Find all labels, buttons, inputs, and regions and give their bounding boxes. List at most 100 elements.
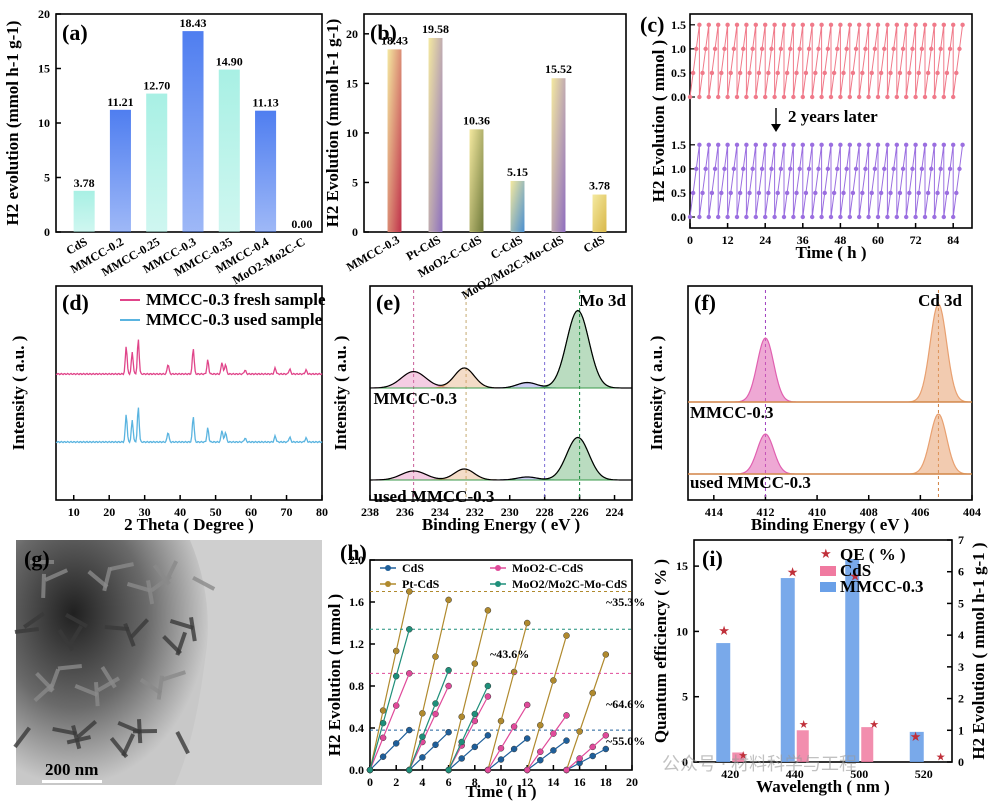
axis-frame xyxy=(693,539,953,763)
x-tick-label: 60 xyxy=(872,233,884,247)
x-tick-label: 18 xyxy=(600,775,612,789)
x-tick-label: 10 xyxy=(495,775,507,789)
y-tick-label: 0.5 xyxy=(671,186,686,200)
y-tick-label: 1.5 xyxy=(671,138,686,152)
x-tick-label: 228 xyxy=(536,505,554,519)
fit-component xyxy=(687,303,971,403)
panel-a: 051015203.78CdS11.21MMCC-0.212.70MMCC-0.… xyxy=(3,7,323,287)
nanorod xyxy=(52,727,77,736)
x-tick-label: 440 xyxy=(786,767,804,781)
y-tick-label: 0.5 xyxy=(671,66,686,80)
nanorod xyxy=(104,625,129,632)
x-tick-label: 226 xyxy=(571,505,589,519)
fit-component xyxy=(687,413,971,475)
nanorod xyxy=(169,619,194,630)
nanorod xyxy=(146,580,155,605)
xrd-pattern xyxy=(55,407,323,444)
axis-frame xyxy=(687,285,973,501)
series-line xyxy=(369,629,410,771)
y-tick-label: 5 xyxy=(352,175,358,189)
series-line xyxy=(526,740,567,771)
x-tick-label: 0 xyxy=(367,775,373,789)
x-tick-label: 14 xyxy=(547,775,559,789)
x-axis-label: Time ( h ) xyxy=(796,243,867,262)
x-tick-label: 12 xyxy=(722,233,734,247)
x-tick-label: 412 xyxy=(756,505,774,519)
x-tick-label: 30 xyxy=(139,505,151,519)
bar xyxy=(109,109,131,232)
series-line xyxy=(448,610,489,771)
y-tick-label: 0.0 xyxy=(671,210,686,224)
nanorod xyxy=(65,613,88,629)
x-tick-label: 232 xyxy=(466,505,484,519)
y-tick-label: 2.0 xyxy=(349,553,364,567)
x-tick-label: 16 xyxy=(574,775,586,789)
y-tick-label: 5 xyxy=(44,171,50,185)
series-line xyxy=(448,696,489,771)
bar-value-label: 0.00 xyxy=(291,217,312,231)
envelope-curve xyxy=(369,309,633,389)
retention-annotation: ~43.6% xyxy=(490,647,529,661)
x-tick-label: 6 xyxy=(446,775,452,789)
bar-mmcc xyxy=(716,643,731,762)
nanorod xyxy=(109,737,129,759)
legend-marker xyxy=(495,581,501,587)
x-tick-label: 72 xyxy=(910,233,922,247)
y-tick-label-right: 3 xyxy=(958,660,964,674)
nanorod xyxy=(30,560,54,564)
bar-value-label: 18.43 xyxy=(180,16,207,30)
nanorod xyxy=(87,570,109,589)
x-tick-label: 4 xyxy=(419,775,425,789)
x-tick-label: 410 xyxy=(808,505,826,519)
retention-annotation: ~55.0% xyxy=(606,734,645,748)
arrow-head xyxy=(771,124,781,132)
panel-d: 10 20 30 40 50 60 70 80 MMCC-0.3 fresh sampleMMC… xyxy=(9,285,328,534)
sample-label: used MMCC-0.3 xyxy=(373,487,494,506)
x-tick-label: 50 xyxy=(210,505,222,519)
x-tick-label: 12 xyxy=(521,775,533,789)
bar-value-label: 5.15 xyxy=(507,165,528,179)
x-tick-label: 406 xyxy=(911,505,929,519)
y-tick-label: 20 xyxy=(346,27,358,41)
bar-value-label: 11.21 xyxy=(107,95,133,109)
legend-swatch xyxy=(820,566,836,576)
sample-label: used MMCC-0.3 xyxy=(690,473,811,492)
bar-cds xyxy=(861,727,874,762)
panel-title: Cd 3d xyxy=(918,291,962,310)
bar xyxy=(592,194,607,232)
y-tick-label: 1.2 xyxy=(349,637,364,651)
y-tick-label: 10 xyxy=(38,116,50,130)
nanorod xyxy=(57,629,75,652)
xrd-pattern xyxy=(55,339,323,376)
y-axis-label: H2 Evolution ( mmol ) xyxy=(649,40,668,202)
panel-letter: (c) xyxy=(640,12,664,37)
y-tick-label: 0 xyxy=(44,225,50,239)
x-axis-label: Wavelength ( nm ) xyxy=(756,777,890,796)
bar xyxy=(73,190,95,232)
legend-swatch xyxy=(820,582,836,592)
y-tick-label: 20 xyxy=(38,7,50,21)
nanorod xyxy=(14,627,40,634)
y-axis-label: H2 Evolution ( mmol ) xyxy=(325,594,344,756)
sample-label: MMCC-0.3 xyxy=(690,403,774,422)
y-tick-label-right: 0 xyxy=(958,755,964,769)
bar-value-label: 11.13 xyxy=(252,96,278,110)
qe-marker: ★ xyxy=(787,564,799,579)
qe-marker: ★ xyxy=(910,729,922,744)
nanorod xyxy=(121,733,135,757)
y-axis-label: Intensity ( a.u. ) xyxy=(647,336,666,451)
annotation-label: 2 years later xyxy=(788,107,878,126)
y-tick-label: 1.0 xyxy=(671,42,686,56)
x-tick-label: 236 xyxy=(396,505,414,519)
legend-label: QE ( % ) xyxy=(840,545,906,564)
series-line xyxy=(369,673,410,771)
bar-value-label: 19.58 xyxy=(422,22,449,36)
qe-marker: ★ xyxy=(718,623,730,638)
y-tick-label: 5 xyxy=(682,690,688,704)
x-tick-label: 2 xyxy=(393,775,399,789)
y-axis-label: Intensity ( a.u. ) xyxy=(9,336,28,451)
nanorod xyxy=(41,573,46,598)
x-tick-label: 36 xyxy=(797,233,809,247)
series-line xyxy=(408,731,450,771)
